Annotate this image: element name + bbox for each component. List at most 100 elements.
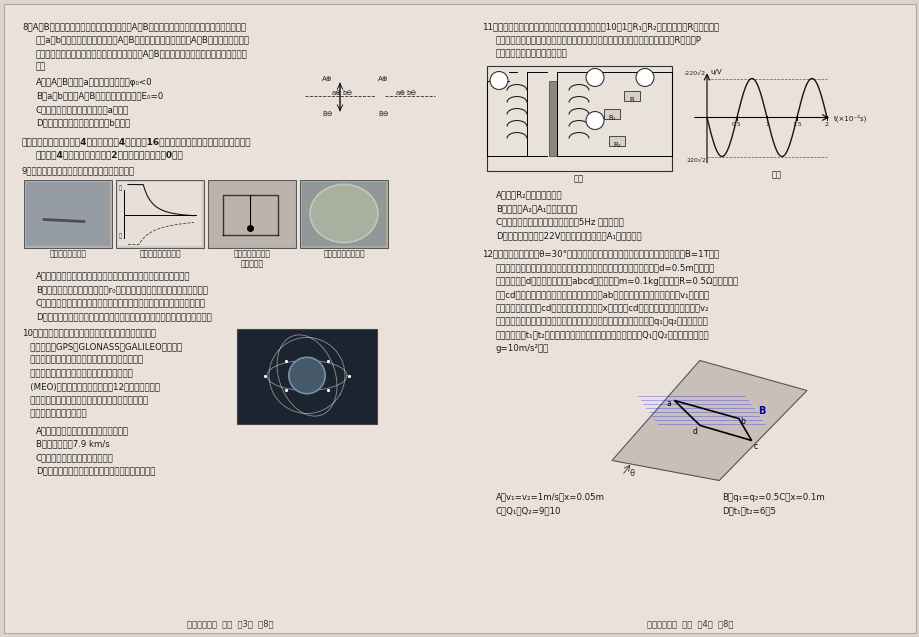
Text: 向下滑动时，下列说法正确的是: 向下滑动时，下列说法正确的是 xyxy=(495,49,567,58)
Bar xyxy=(26,182,110,245)
Text: u/V: u/V xyxy=(709,69,720,75)
Bar xyxy=(24,180,112,248)
Bar xyxy=(210,182,294,245)
Text: 220√2: 220√2 xyxy=(686,157,705,163)
Bar xyxy=(118,182,202,245)
Text: 斥: 斥 xyxy=(119,185,122,191)
Bar xyxy=(608,136,624,145)
Text: 图，该系统中的主力卫星是中圆地球轨道卫星: 图，该系统中的主力卫星是中圆地球轨道卫星 xyxy=(22,369,132,378)
Text: -220√2: -220√2 xyxy=(683,71,705,76)
Text: 丙：利用速射器带: 丙：利用速射器带 xyxy=(233,250,270,259)
Text: a: a xyxy=(665,399,671,408)
Bar xyxy=(623,90,640,101)
Text: 选对的得4分，选对但不全的得2分，错选或不答的得0分。: 选对的得4分，选对但不全的得2分，错选或不答的得0分。 xyxy=(36,150,184,159)
Text: B⊖: B⊖ xyxy=(378,111,388,117)
Text: 统，也是继GPS、GLONASS和GALILEO之后的第: 统，也是继GPS、GLONASS和GALILEO之后的第 xyxy=(22,342,182,351)
Text: 乙：分子力变化图像: 乙：分子力变化图像 xyxy=(139,250,181,259)
Text: θ: θ xyxy=(630,468,634,478)
Circle shape xyxy=(585,69,604,87)
Text: C．图丙，若匀速拉动木板的速度较大，则由图像离筒简谐运动的周期较大: C．图丙，若匀速拉动木板的速度较大，则由图像离筒简谐运动的周期较大 xyxy=(36,299,206,308)
Text: V: V xyxy=(592,122,597,131)
Bar xyxy=(549,80,556,155)
Bar xyxy=(486,66,671,171)
Text: 图甲: 图甲 xyxy=(573,175,584,183)
Text: R₁: R₁ xyxy=(607,115,615,120)
Text: 器，各电表均为理想电表。原线圈输入电压的变化规律如图乙所示，滑动变阻器R的滑片P: 器，各电表均为理想电表。原线圈输入电压的变化规律如图乙所示，滑动变阻器R的滑片P xyxy=(495,36,701,45)
Text: 引: 引 xyxy=(119,234,122,239)
Text: 动摆动图像: 动摆动图像 xyxy=(240,259,263,269)
Circle shape xyxy=(289,357,324,394)
Text: d: d xyxy=(691,427,697,436)
Bar xyxy=(300,180,388,248)
Circle shape xyxy=(490,71,507,90)
Circle shape xyxy=(635,69,653,87)
Text: 1.5: 1.5 xyxy=(791,122,801,127)
Text: 丁：阳光下的肥皂膜: 丁：阳光下的肥皂膜 xyxy=(323,250,365,259)
Text: A⊕: A⊕ xyxy=(322,76,333,82)
Text: 2: 2 xyxy=(824,122,828,127)
Text: 卫星协同工作能使信号全球覆盖。下列关于中国地球: 卫星协同工作能使信号全球覆盖。下列关于中国地球 xyxy=(22,396,148,405)
Text: D．整个移动过程中，静电力对b做负功: D．整个移动过程中，静电力对b做负功 xyxy=(36,118,130,127)
Circle shape xyxy=(289,357,324,394)
Text: 电荷a、b用绝缘细杆连接后，从离A、B无穷远处沿中垂线平移到A、B的连线上，平移过: 电荷a、b用绝缘细杆连接后，从离A、B无穷远处沿中垂线平移到A、B的连线上，平移… xyxy=(36,36,250,45)
Text: A₁: A₁ xyxy=(494,82,503,90)
Text: B: B xyxy=(757,406,765,415)
Text: A₂: A₂ xyxy=(590,78,598,87)
Text: 甲：水面上的水黾: 甲：水面上的水黾 xyxy=(50,250,86,259)
Bar xyxy=(116,180,204,248)
Text: 图乙: 图乙 xyxy=(771,171,781,180)
Text: 1: 1 xyxy=(765,122,768,127)
Text: C．轨道平面必定与赤道平面共面: C．轨道平面必定与赤道平面共面 xyxy=(36,453,114,462)
Text: R: R xyxy=(629,96,634,103)
Circle shape xyxy=(585,111,604,129)
Text: C．变压器副线圈输出电压的频率为5Hz 且保持不变: C．变压器副线圈输出电压的频率为5Hz 且保持不变 xyxy=(495,217,623,227)
Text: C．整个移动过程中，静电力对a做正功: C．整个移动过程中，静电力对a做正功 xyxy=(36,105,129,114)
Text: 四个卫星导航系统。如图为北斗卫星导航系统示意: 四个卫星导航系统。如图为北斗卫星导航系统示意 xyxy=(22,355,142,364)
Text: D．向心加速度大于地球同步卫星轨道的向心加速度: D．向心加速度大于地球同步卫星轨道的向心加速度 xyxy=(36,466,155,475)
Text: t(×10⁻²s): t(×10⁻²s) xyxy=(834,115,867,122)
Polygon shape xyxy=(611,361,806,480)
Text: A．v₁=v₂=1m/s，x=0.05m: A．v₁=v₂=1m/s，x=0.05m xyxy=(495,492,605,501)
Text: a⊕: a⊕ xyxy=(332,90,342,96)
Text: (MEO)，其圆周运动轨行周期为12小时，多颗该种: (MEO)，其圆周运动轨行周期为12小时，多颗该种 xyxy=(22,382,160,392)
Text: 有一边长也为d的正方形金属线框abcd，其质量为m=0.1kg，电阻为R=0.5Ω。第一次让: 有一边长也为d的正方形金属线框abcd，其质量为m=0.1kg，电阻为R=0.5… xyxy=(495,276,738,285)
Text: 10．北斗卫星导航系统是中国自行研制的全球卫星导航系: 10．北斗卫星导航系统是中国自行研制的全球卫星导航系 xyxy=(22,329,156,338)
Text: 8．A、B为同等量异种点电荷，图中水平线为A、B连线的中垂线，现将另两个等量异种的检验: 8．A、B为同等量异种点电荷，图中水平线为A、B连线的中垂线，现将另两个等量异种… xyxy=(22,22,245,31)
Text: 二、多项选择题：本题共4小题，每小题4分，共计16分，每小题有多个选项符合题意。全都: 二、多项选择题：本题共4小题，每小题4分，共计16分，每小题有多个选项符合题意。… xyxy=(22,137,251,146)
Text: 动。第二次把线框从cd边离磁场上边界距离为x处释放，cd边刚进磁场时，线框以速度v₂: 动。第二次把线框从cd边离磁场上边界距离为x处释放，cd边刚进磁场时，线框以速度… xyxy=(495,303,709,313)
Text: 场方向垂直斜面向上，磁场上下边界均与斜面底边平行，磁场边界间距为d=0.5m。斜面上: 场方向垂直斜面向上，磁场上下边界均与斜面底边平行，磁场边界间距为d=0.5m。斜… xyxy=(495,263,714,272)
Text: 12．如图所示，在倾角θ=30°的光滑绝缘斜面上存在一有界均强磁场，磁感应强度B=1T，磁: 12．如图所示，在倾角θ=30°的光滑绝缘斜面上存在一有界均强磁场，磁感应强度B… xyxy=(482,250,719,259)
Text: C．Q₁：Q₂=9：10: C．Q₁：Q₂=9：10 xyxy=(495,506,561,515)
Text: 0.5: 0.5 xyxy=(732,122,741,127)
Text: B．电流表A₂、A₁的示数都变大: B．电流表A₂、A₁的示数都变大 xyxy=(495,204,576,213)
Text: 11．如图甲所示，理想变压器原、副线圈的匝数比为10：1，R₁、R₂为定值电阻，R为滑动变阻: 11．如图甲所示，理想变压器原、副线圈的匝数比为10：1，R₁、R₂为定值电阻，… xyxy=(482,22,719,31)
Bar xyxy=(301,182,386,245)
Text: A₃: A₃ xyxy=(641,78,649,87)
Text: A．半径为地球同步卫星轨道半径的一半: A．半径为地球同步卫星轨道半径的一半 xyxy=(36,426,129,435)
Text: A⊕: A⊕ xyxy=(378,76,388,82)
Text: c: c xyxy=(753,441,757,450)
Text: b: b xyxy=(740,417,744,426)
Text: B．图乙，当两分子间距由等于r₀开始增大，它们间的分子力先减小后增大: B．图乙，当两分子间距由等于r₀开始增大，它们间的分子力先减小后增大 xyxy=(36,285,208,294)
Text: 作匀速运动。两种情形下，线框进入磁场过程中通过线框的电量分别为q₁、q₂，线框通过磁: 作匀速运动。两种情形下，线框进入磁场过程中通过线框的电量分别为q₁、q₂，线框通… xyxy=(495,317,708,326)
Text: A．在A、B连线上a所处的位置的电势φ₀<0: A．在A、B连线上a所处的位置的电势φ₀<0 xyxy=(36,78,153,87)
Text: b⊖: b⊖ xyxy=(342,90,352,96)
Text: B⊖: B⊖ xyxy=(322,111,333,117)
Text: g=10m/s²，则: g=10m/s²，则 xyxy=(495,344,549,353)
Text: B．q₁=q₂=0.5C，x=0.1m: B．q₁=q₂=0.5C，x=0.1m xyxy=(721,492,823,501)
Text: 轨道卫星的说法正确的是: 轨道卫星的说法正确的是 xyxy=(22,410,86,419)
Text: 程中两检验电荷始终关于中垂线对称。若规定离A、B无穷远处电势为零，则下列说法中正确: 程中两检验电荷始终关于中垂线对称。若规定离A、B无穷远处电势为零，则下列说法中正… xyxy=(36,49,247,58)
Ellipse shape xyxy=(310,185,378,243)
Bar xyxy=(208,180,296,248)
Text: A．图甲，水黾能站在水面上而不掉进水里，是液体表面张力的缘故: A．图甲，水黾能站在水面上而不掉进水里，是液体表面张力的缘故 xyxy=(36,271,190,280)
Text: B．a、b整体在A、B连线处具有的电势能E₀=0: B．a、b整体在A、B连线处具有的电势能E₀=0 xyxy=(36,92,163,101)
Text: A．电阻R₂消耗的功率变大: A．电阻R₂消耗的功率变大 xyxy=(495,190,562,199)
Text: R₂: R₂ xyxy=(613,141,620,148)
Text: D．图丁，肥皂膜表面的彩色条纹是肥皂膜前后两表面反射光发生干涉形成的: D．图丁，肥皂膜表面的彩色条纹是肥皂膜前后两表面反射光发生干涉形成的 xyxy=(36,312,211,321)
Text: 的是: 的是 xyxy=(36,62,46,71)
Text: 高三期初试卷  物理  第3页  共8页: 高三期初试卷 物理 第3页 共8页 xyxy=(187,619,273,628)
Bar xyxy=(237,329,377,424)
Text: 9．下列四幅图分别对应四种说法，其中正确的是: 9．下列四幅图分别对应四种说法，其中正确的是 xyxy=(22,166,135,175)
Bar xyxy=(604,108,619,118)
Text: a⊕: a⊕ xyxy=(395,90,405,96)
